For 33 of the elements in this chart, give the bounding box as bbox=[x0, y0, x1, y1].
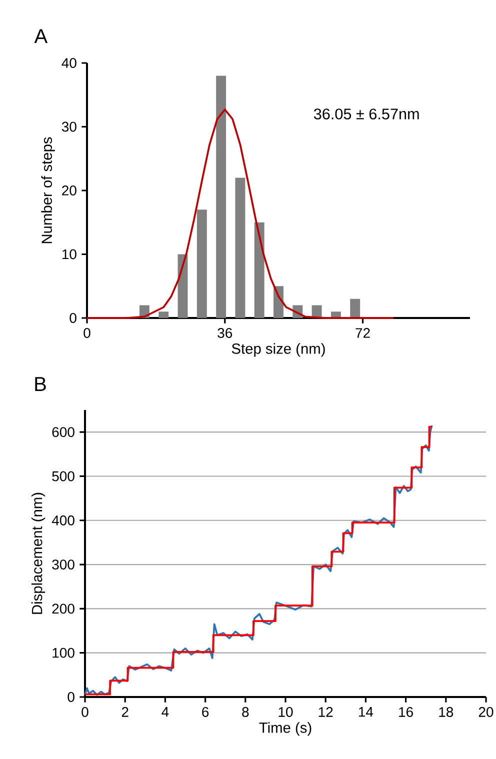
x-tick-label: 0 bbox=[84, 328, 90, 338]
y-tick-label: 40 bbox=[62, 58, 76, 68]
y-tick-label: 0 bbox=[68, 692, 74, 702]
x-tick-label: 10 bbox=[278, 707, 293, 717]
x-tick-label: 4 bbox=[162, 707, 169, 717]
y-tick-label: 500 bbox=[52, 471, 74, 482]
y-tick-label: 30 bbox=[62, 122, 76, 132]
x-tick-label: 14 bbox=[358, 707, 374, 717]
y-tick-label: 300 bbox=[52, 560, 74, 570]
x-tick-label: 16 bbox=[399, 707, 413, 717]
x-tick-label: 0 bbox=[82, 707, 88, 717]
x-tick-label: 36 bbox=[218, 328, 232, 338]
x-tick-label: 6 bbox=[202, 707, 209, 717]
y-tick-label: 0 bbox=[70, 313, 76, 323]
y-tick-label: 10 bbox=[62, 249, 76, 260]
x-tick-label: 72 bbox=[356, 328, 370, 338]
x-tick-label: 18 bbox=[439, 707, 454, 717]
y-tick-label: 20 bbox=[62, 186, 76, 196]
chart-title: A bbox=[34, 29, 48, 43]
x-axis-title: Time (s) bbox=[259, 722, 312, 736]
y-axis-title: Displacement (nm) bbox=[31, 492, 46, 614]
x-tick-label: 8 bbox=[242, 707, 249, 717]
y-tick-label: 600 bbox=[52, 427, 74, 438]
x-tick-label: 2 bbox=[122, 707, 128, 717]
y-tick-label: 200 bbox=[52, 604, 74, 614]
y-tick-label: 400 bbox=[52, 515, 74, 526]
chart-title: B bbox=[35, 377, 46, 391]
y-tick-label: 100 bbox=[52, 648, 74, 658]
annotation: 36.05 ± 6.57nm bbox=[314, 108, 419, 120]
x-axis-title: Step size (nm) bbox=[232, 343, 325, 357]
x-tick-label: 12 bbox=[318, 707, 333, 717]
y-axis-title: Number of steps bbox=[41, 137, 55, 244]
x-tick-label: 20 bbox=[478, 707, 494, 717]
